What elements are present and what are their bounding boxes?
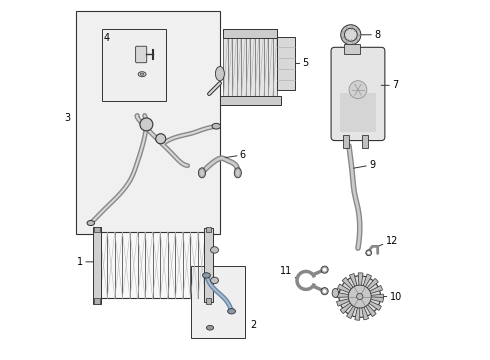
Bar	[362, 135, 368, 148]
Ellipse shape	[216, 67, 224, 81]
Bar	[223, 30, 277, 98]
Text: 9: 9	[352, 160, 375, 170]
Bar	[340, 93, 376, 132]
Bar	[95, 298, 100, 304]
Text: 8: 8	[361, 30, 380, 40]
FancyBboxPatch shape	[136, 46, 147, 63]
Text: 6: 6	[220, 150, 246, 160]
FancyBboxPatch shape	[331, 47, 385, 140]
Bar	[204, 228, 213, 302]
Wedge shape	[355, 297, 360, 320]
Bar	[277, 37, 295, 90]
Text: 1: 1	[77, 257, 93, 267]
Wedge shape	[346, 297, 360, 319]
Ellipse shape	[138, 72, 146, 77]
Circle shape	[321, 266, 328, 273]
Wedge shape	[338, 284, 360, 297]
Bar	[93, 226, 101, 304]
Wedge shape	[336, 292, 360, 297]
Text: 7: 7	[381, 80, 398, 90]
Wedge shape	[360, 294, 383, 299]
Bar	[223, 30, 277, 39]
Circle shape	[349, 81, 367, 99]
Bar	[191, 266, 245, 338]
Ellipse shape	[211, 277, 219, 284]
Ellipse shape	[200, 170, 204, 176]
Text: 2: 2	[250, 320, 257, 330]
Circle shape	[366, 250, 371, 256]
Ellipse shape	[140, 73, 144, 75]
Bar	[205, 226, 211, 232]
Bar	[76, 12, 220, 234]
Wedge shape	[360, 274, 371, 297]
Bar	[220, 96, 281, 105]
Circle shape	[368, 251, 370, 254]
Circle shape	[323, 289, 326, 293]
Bar	[100, 232, 205, 298]
Ellipse shape	[212, 123, 220, 129]
Wedge shape	[349, 274, 360, 297]
Circle shape	[323, 268, 326, 271]
Ellipse shape	[234, 168, 242, 178]
Text: 3: 3	[64, 113, 71, 123]
Circle shape	[344, 28, 357, 41]
Circle shape	[348, 285, 371, 308]
Wedge shape	[360, 297, 368, 320]
Ellipse shape	[236, 170, 240, 176]
Circle shape	[357, 293, 363, 300]
Ellipse shape	[87, 221, 95, 226]
Ellipse shape	[198, 168, 205, 178]
Circle shape	[339, 276, 381, 318]
Wedge shape	[360, 285, 383, 297]
Bar	[101, 30, 166, 101]
Ellipse shape	[211, 247, 219, 253]
Text: 11: 11	[280, 266, 297, 279]
Text: 10: 10	[383, 292, 402, 302]
Circle shape	[140, 118, 153, 131]
Text: 5: 5	[292, 58, 309, 68]
Text: 12: 12	[378, 236, 398, 246]
Wedge shape	[358, 273, 363, 297]
Wedge shape	[360, 278, 378, 297]
Wedge shape	[360, 297, 381, 310]
Wedge shape	[360, 297, 383, 302]
Wedge shape	[342, 278, 360, 297]
Bar	[343, 135, 349, 148]
Ellipse shape	[206, 325, 214, 330]
Ellipse shape	[332, 288, 339, 297]
Wedge shape	[337, 297, 360, 306]
Bar	[95, 226, 100, 232]
Circle shape	[156, 134, 166, 144]
Ellipse shape	[228, 309, 236, 314]
Wedge shape	[340, 297, 360, 314]
Wedge shape	[360, 297, 376, 317]
Circle shape	[321, 288, 328, 295]
Bar	[205, 298, 211, 304]
Bar	[344, 44, 360, 54]
Ellipse shape	[202, 273, 210, 278]
Text: 4: 4	[103, 33, 109, 43]
